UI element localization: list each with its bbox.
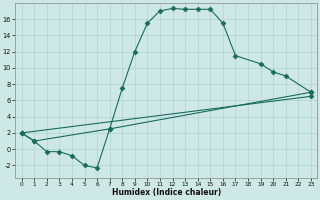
X-axis label: Humidex (Indice chaleur): Humidex (Indice chaleur) — [112, 188, 221, 197]
